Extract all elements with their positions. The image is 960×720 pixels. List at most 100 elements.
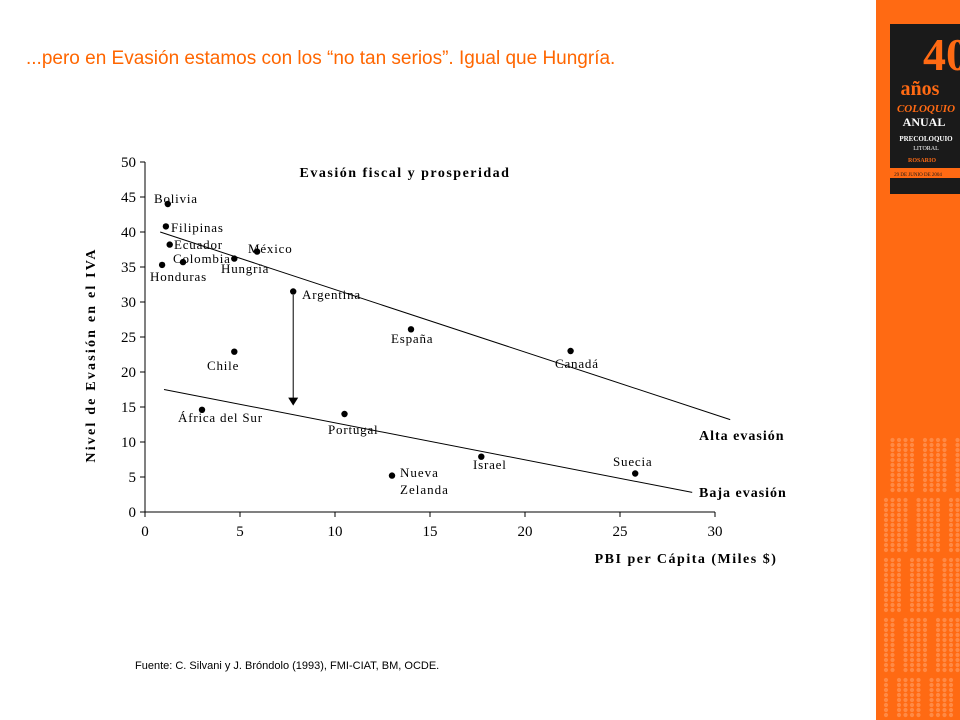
pattern-dot <box>942 587 947 593</box>
pattern-dot <box>955 557 960 563</box>
pattern-dot <box>890 482 895 488</box>
pattern-dot <box>935 627 941 633</box>
pattern-dot <box>922 522 928 528</box>
pattern-dot <box>896 522 902 528</box>
pattern-dot <box>922 642 928 648</box>
pattern-dot <box>883 527 889 533</box>
pattern-dot <box>909 667 915 673</box>
x-tick-label: 5 <box>236 524 244 540</box>
pattern-dot <box>903 442 908 448</box>
pattern-dot <box>922 532 928 538</box>
pattern-dot <box>929 692 934 698</box>
pattern-dot <box>916 507 921 513</box>
pattern-dot <box>922 572 928 578</box>
pattern-dot <box>896 597 902 603</box>
pattern-dot <box>922 647 928 653</box>
logo-number: 40 <box>923 29 960 80</box>
pattern-dot <box>948 632 954 638</box>
pattern-dot <box>948 647 954 653</box>
pattern-dot <box>929 437 934 443</box>
pattern-dot <box>942 692 947 698</box>
pattern-dot <box>883 597 889 603</box>
pattern-dot <box>922 627 928 633</box>
pattern-dot <box>922 607 928 613</box>
pattern-dot <box>916 607 921 613</box>
pattern-dot <box>909 652 915 658</box>
y-tick-label: 30 <box>121 295 136 311</box>
pattern-dot <box>942 557 947 563</box>
pattern-dot <box>903 652 908 658</box>
pattern-dot <box>890 572 895 578</box>
point-label: África del Sur <box>178 410 263 425</box>
pattern-dot <box>896 527 902 533</box>
pattern-dot <box>942 652 947 658</box>
pattern-dot <box>929 607 934 613</box>
pattern-dot <box>948 532 954 538</box>
point-label: Honduras <box>150 269 207 284</box>
pattern-dot <box>929 537 934 543</box>
pattern-dot <box>942 662 947 668</box>
pattern-dot <box>916 637 921 643</box>
pattern-dot <box>929 507 934 513</box>
pattern-dot <box>909 582 915 588</box>
pattern-dot <box>942 582 947 588</box>
pattern-dot <box>916 542 921 548</box>
pattern-dot <box>955 537 960 543</box>
pattern-dot <box>922 622 928 628</box>
pattern-dot <box>890 512 895 518</box>
pattern-dot <box>916 687 921 693</box>
pattern-dot <box>903 437 908 443</box>
pattern-dot <box>955 482 960 488</box>
pattern-dot <box>922 472 928 478</box>
pattern-dot <box>903 707 908 713</box>
pattern-dot <box>935 507 941 513</box>
pattern-dot <box>922 652 928 658</box>
y-tick-label: 50 <box>121 155 136 171</box>
pattern-dot <box>948 667 954 673</box>
pattern-dot <box>903 687 908 693</box>
pattern-dot <box>955 617 960 623</box>
pattern-dot <box>883 572 889 578</box>
pattern-dot <box>916 657 921 663</box>
pattern-dot <box>909 457 915 463</box>
pattern-dot <box>909 467 915 473</box>
pattern-dot <box>955 632 960 638</box>
pattern-dot <box>909 662 915 668</box>
slide-title: ...pero en Evasión estamos con los “no t… <box>26 48 616 69</box>
pattern-dot <box>909 607 915 613</box>
pattern-dot <box>916 512 921 518</box>
pattern-dot <box>935 452 941 458</box>
pattern-dot <box>955 577 960 583</box>
pattern-dot <box>896 477 902 483</box>
pattern-dot <box>890 537 895 543</box>
pattern-dot <box>883 497 889 503</box>
pattern-dot <box>890 542 895 548</box>
pattern-dot <box>890 502 895 508</box>
trend-line <box>163 389 693 493</box>
pattern-dot <box>948 627 954 633</box>
pattern-dot <box>916 682 921 688</box>
pattern-dot <box>942 632 947 638</box>
data-point <box>198 406 206 413</box>
pattern-dot <box>955 657 960 663</box>
pattern-dot <box>955 562 960 568</box>
pattern-dot <box>903 542 908 548</box>
pattern-dot <box>955 592 960 598</box>
pattern-dot <box>903 637 908 643</box>
pattern-dot <box>929 517 934 523</box>
pattern-dot <box>948 562 954 568</box>
pattern-dot <box>916 572 921 578</box>
pattern-dot <box>942 437 947 443</box>
pattern-dot <box>916 677 921 683</box>
logo-block <box>890 24 960 194</box>
data-point <box>388 472 396 479</box>
pattern-dot <box>922 637 928 643</box>
pattern-dot <box>909 477 915 483</box>
pattern-dot <box>896 502 902 508</box>
pattern-dot <box>935 487 941 493</box>
pattern-dot <box>896 702 902 708</box>
pattern-dot <box>903 682 908 688</box>
pattern-dot <box>955 662 960 668</box>
pattern-dot <box>948 497 954 503</box>
pattern-dot <box>948 617 954 623</box>
